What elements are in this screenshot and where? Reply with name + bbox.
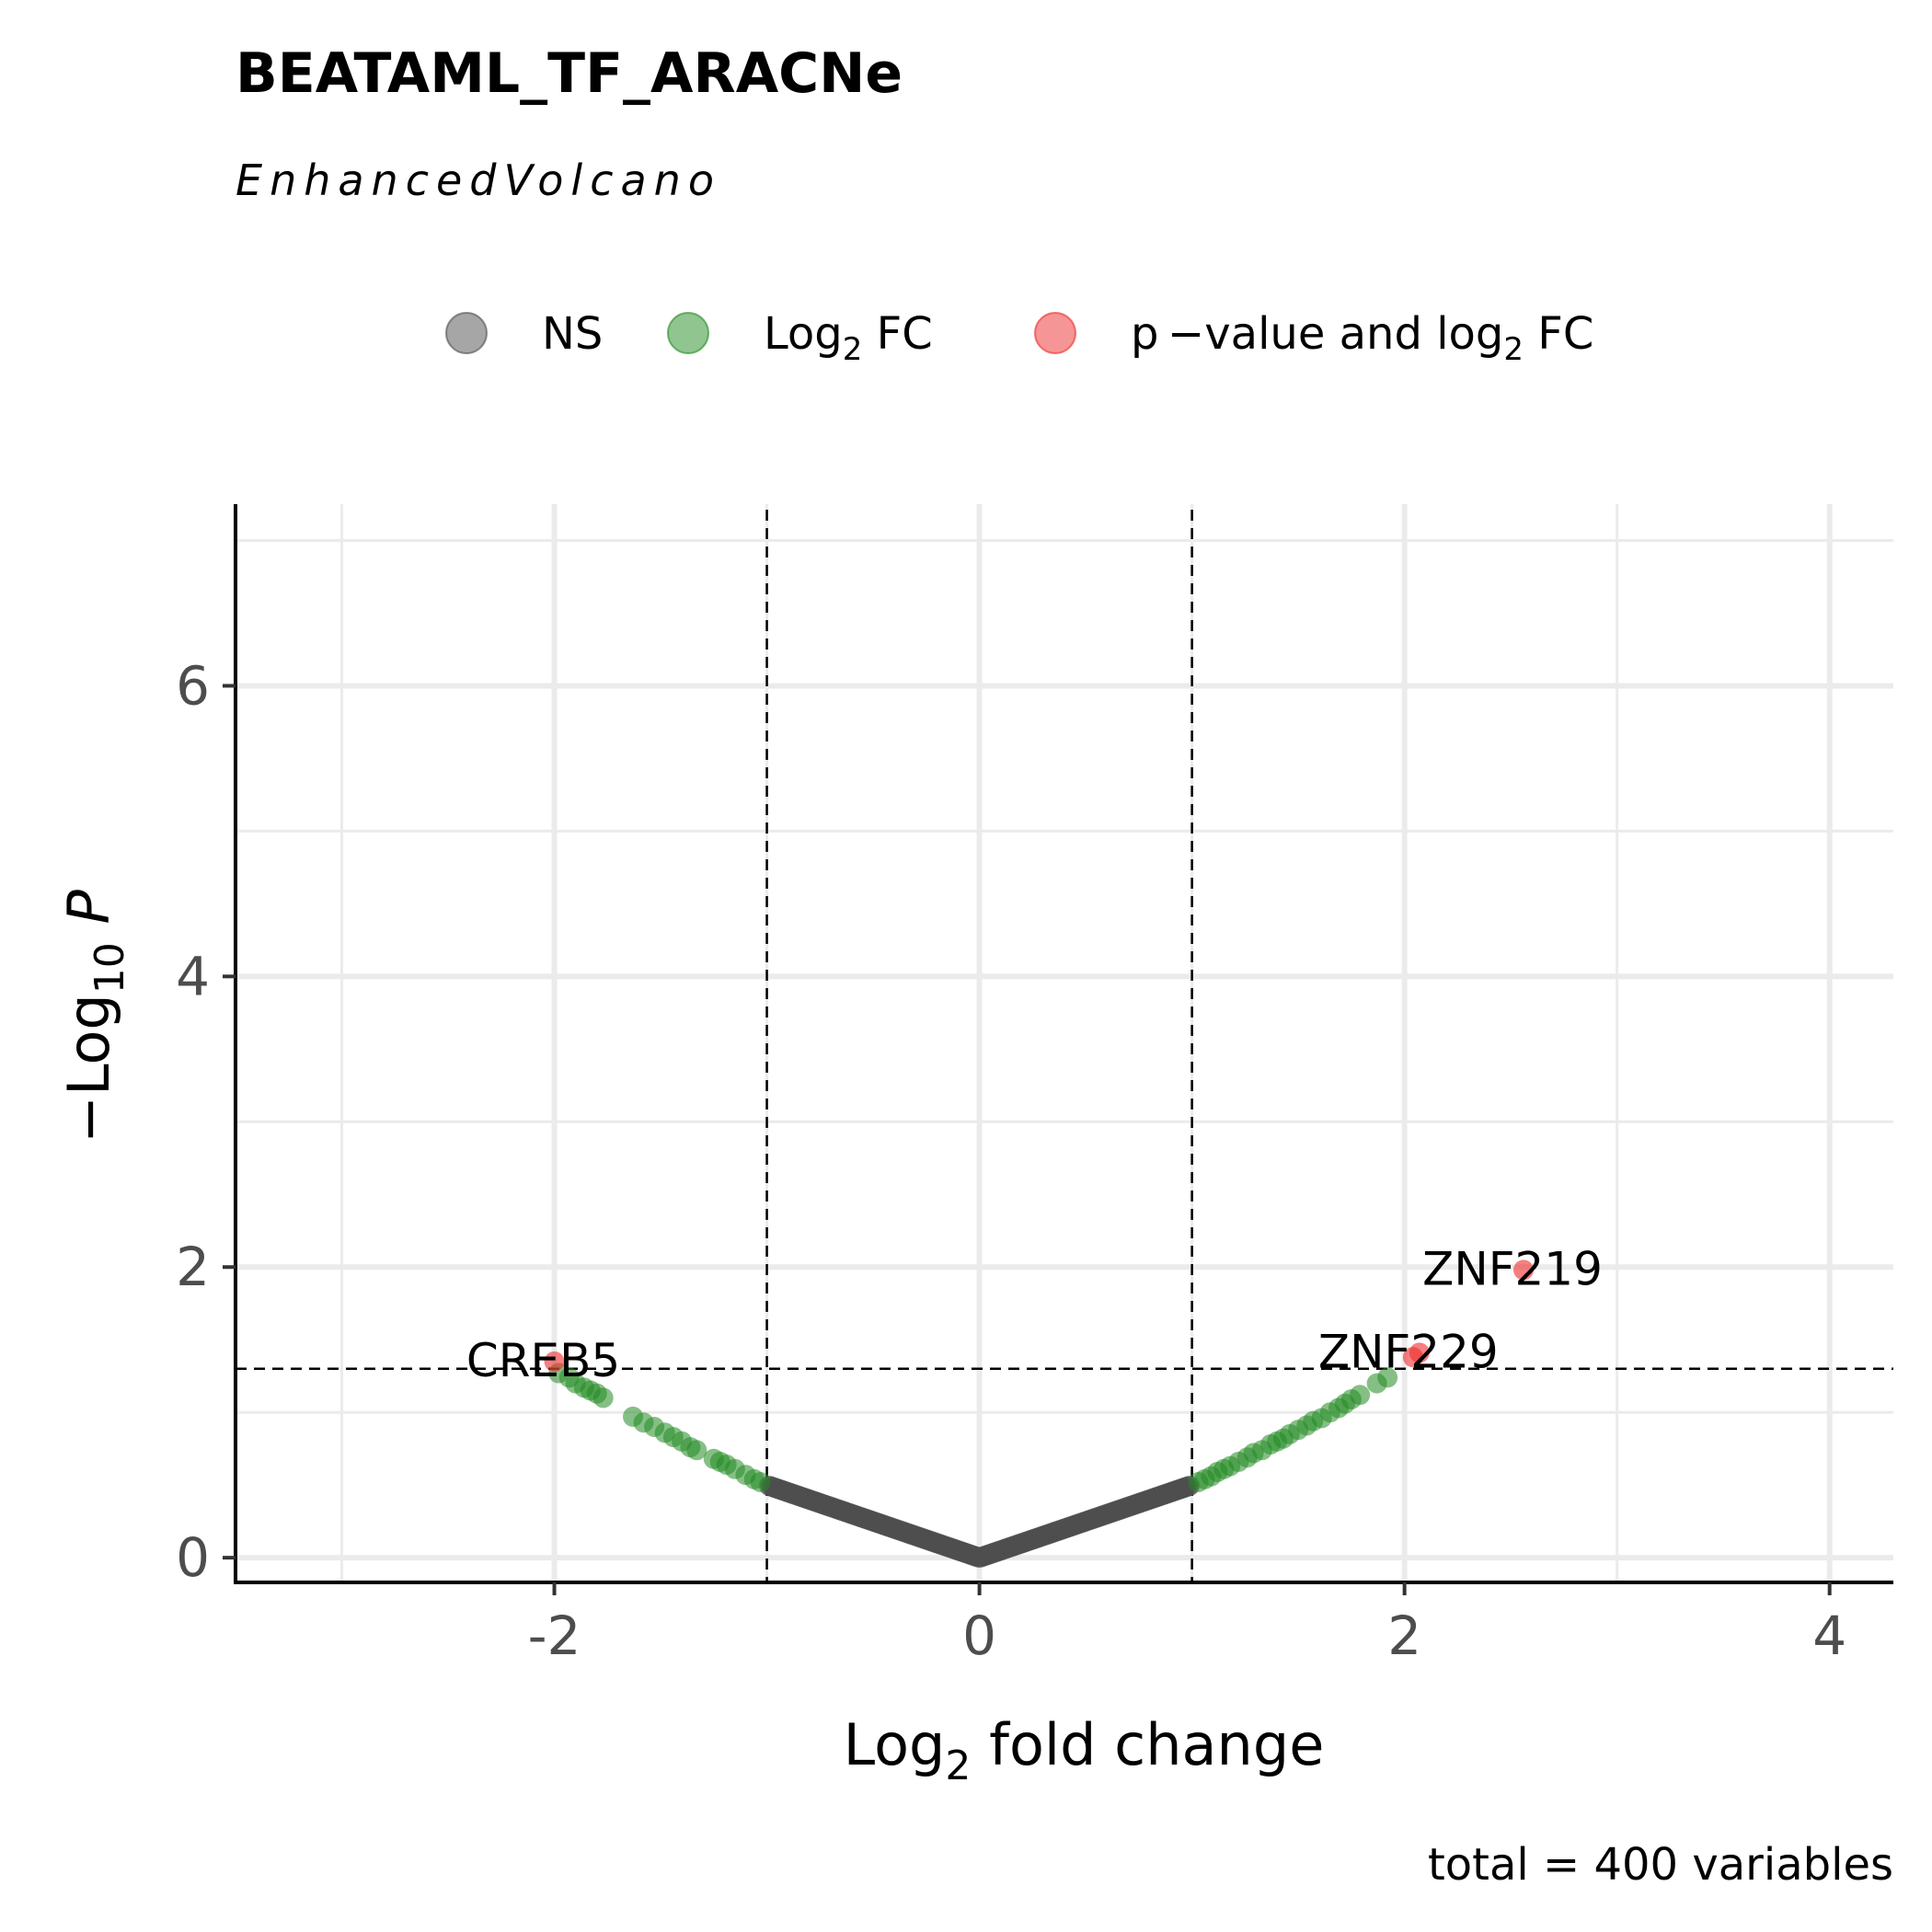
axes: -2 0 2 4 0 2 4 6 (176, 504, 1893, 1667)
legend-key-p_fc (1034, 312, 1076, 354)
legend-key-fc (667, 312, 709, 354)
fc-point (1377, 1367, 1398, 1388)
y-tick-label: 0 (176, 1526, 210, 1589)
x-tick-label: -2 (528, 1604, 581, 1667)
point-label: CREB5 (466, 1334, 620, 1387)
y-tick-label: 4 (176, 945, 210, 1007)
caption: total = 400 variables (1428, 1839, 1893, 1891)
fc-point (592, 1387, 614, 1409)
x-tick-label: 2 (1387, 1604, 1421, 1667)
point-label: ZNF219 (1422, 1242, 1603, 1295)
sig-point (544, 1351, 565, 1372)
legend-key-ns (445, 312, 488, 354)
x-tick-label: 0 (962, 1604, 996, 1667)
data-points (544, 1259, 1535, 1569)
grid (236, 504, 1893, 1582)
point-labels: CREB5 ZNF229 ZNF219 (466, 1242, 1603, 1387)
y-axis-label: −Log10 P (55, 889, 133, 1143)
cutoff-lines (236, 510, 1893, 1582)
fc-point (686, 1440, 707, 1461)
x-tick-label: 4 (1812, 1604, 1846, 1667)
x-axis-label: Log2 fold change (844, 1711, 1325, 1789)
legend-label-fc: Log2 FC (764, 308, 933, 368)
sig-point (1513, 1259, 1535, 1281)
legend: NS Log2 FC p −value and log2 FC (445, 308, 1593, 368)
y-tick-label: 6 (176, 654, 210, 717)
legend-label-ns: NS (542, 308, 603, 360)
chart-title: BEATAML_TF_ARACNe (236, 41, 903, 106)
point-label: ZNF229 (1318, 1325, 1499, 1378)
fc-point (1350, 1385, 1371, 1406)
sig-point (1409, 1342, 1430, 1363)
fc-point (750, 1472, 771, 1493)
chart-subtitle: EnhancedVolcano (236, 155, 721, 205)
legend-label-p_fc: p −value and log2 FC (1131, 308, 1593, 368)
y-tick-label: 2 (176, 1236, 210, 1298)
